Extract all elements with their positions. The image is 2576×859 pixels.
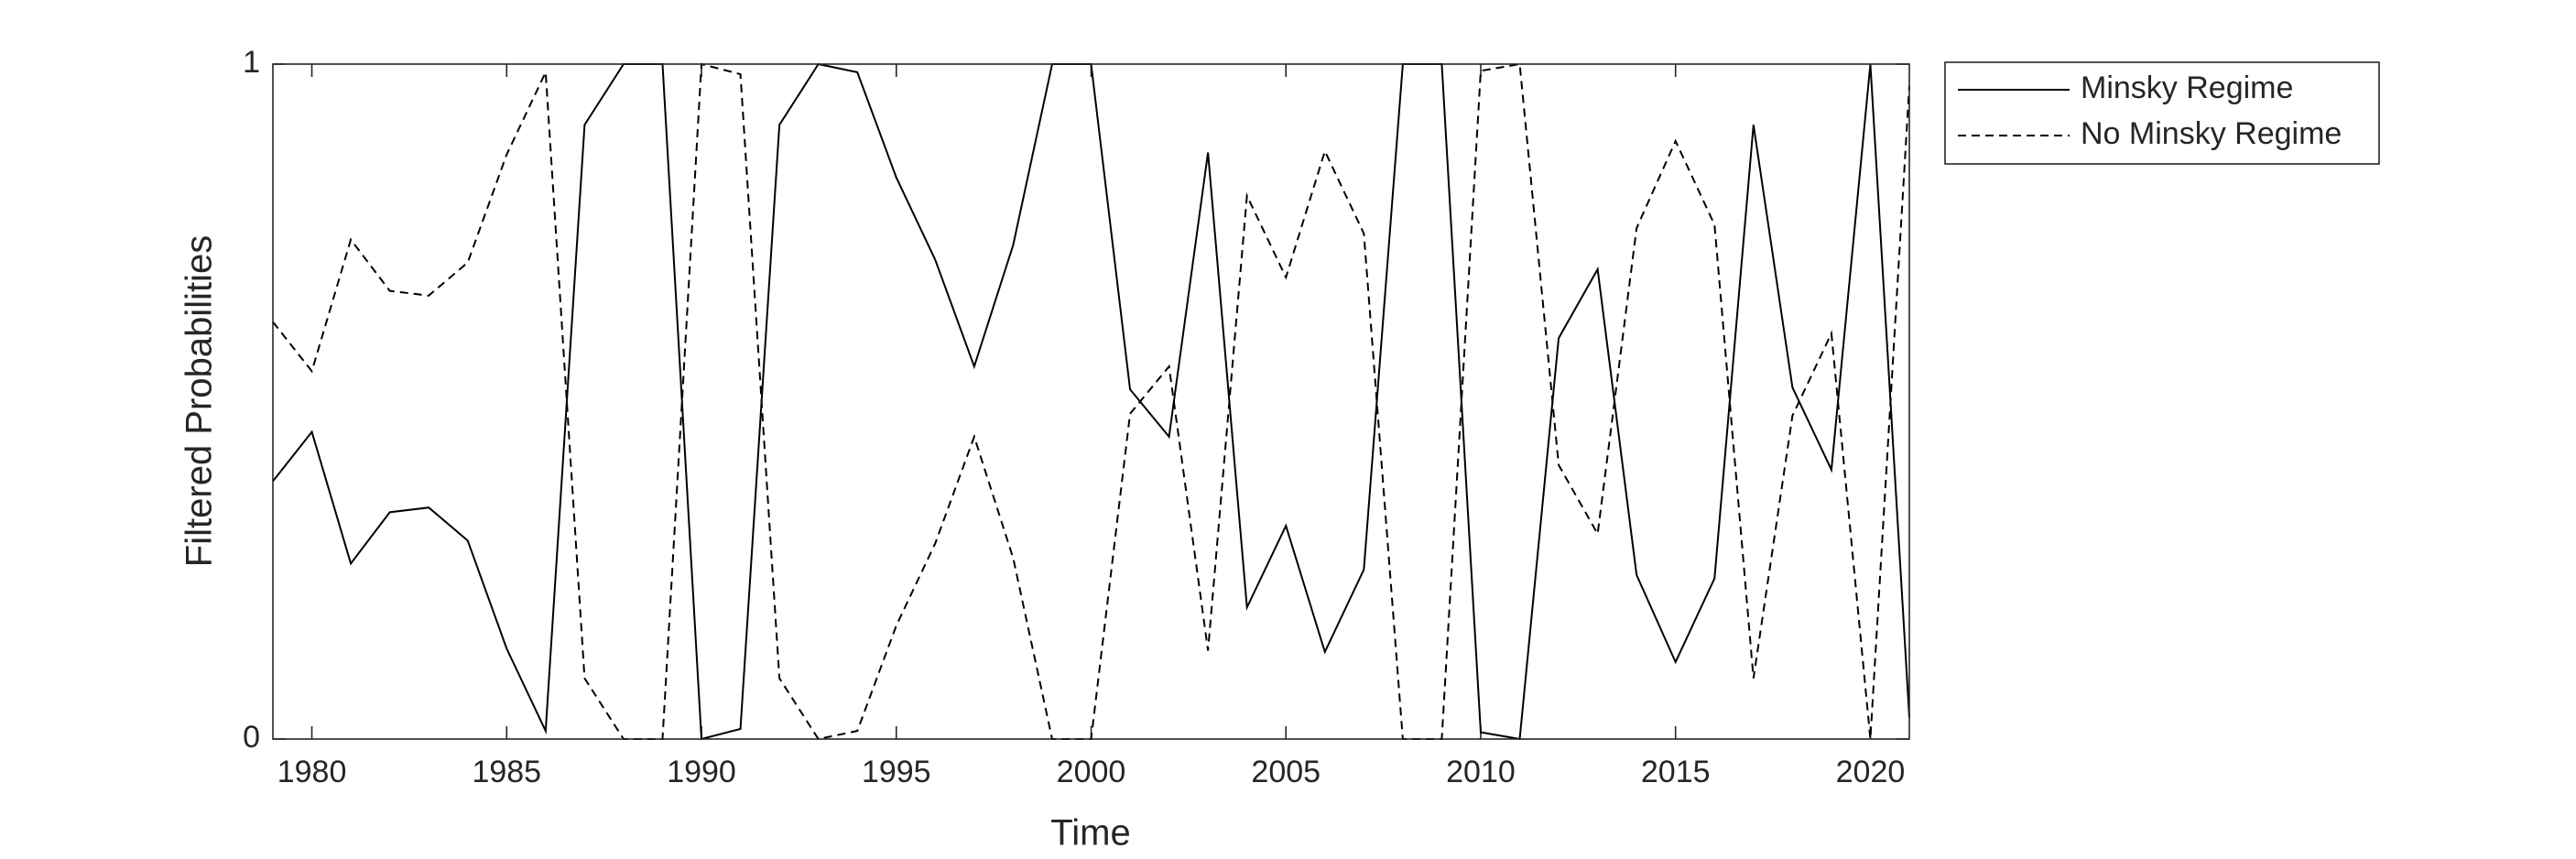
x-tick-label: 2020 (1836, 755, 1906, 789)
y-axis-label: Filtered Probabilities (179, 235, 220, 567)
y-tick-label: 0 (243, 720, 260, 755)
legend-label: No Minsky Regime (2081, 116, 2342, 151)
plot-frame (272, 63, 1910, 740)
x-tick-label: 1985 (472, 755, 541, 789)
x-tick-label: 1990 (667, 755, 736, 789)
x-tick-label: 1980 (277, 755, 347, 789)
y-tick-label: 1 (243, 45, 260, 80)
x-tick-label: 2005 (1251, 755, 1321, 789)
legend-label: Minsky Regime (2081, 71, 2293, 105)
x-tick-label: 2015 (1641, 755, 1711, 789)
x-tick-label: 2000 (1057, 755, 1126, 789)
x-tick-label: 2010 (1446, 755, 1516, 789)
x-axis-label: Time (1050, 813, 1130, 854)
legend-box (1944, 61, 2380, 165)
x-tick-label: 1995 (862, 755, 931, 789)
